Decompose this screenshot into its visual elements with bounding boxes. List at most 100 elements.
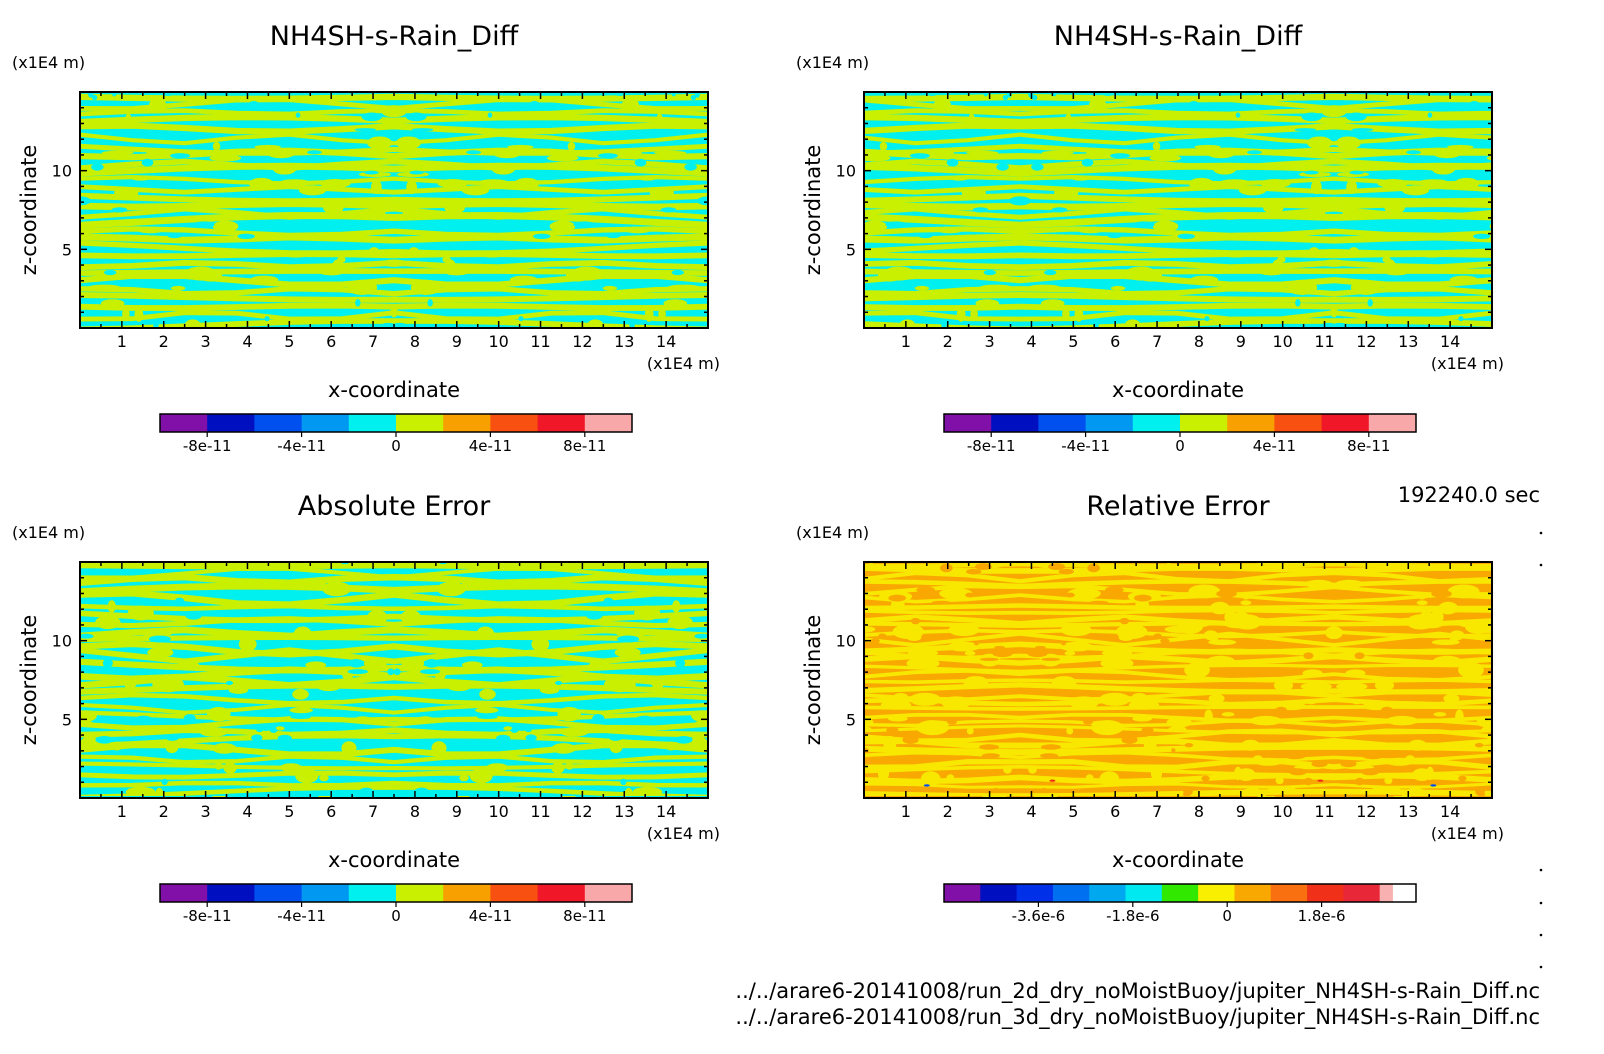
colorbar-swatch: [1198, 884, 1235, 902]
colorbar-swatch: [348, 414, 397, 432]
colorbar-tick-label: 1.8e-6: [1298, 907, 1346, 925]
colorbar-swatch: [443, 414, 491, 432]
x-tick-label: 2: [943, 802, 953, 821]
colorbar-swatch: [490, 884, 539, 902]
colorbar-swatch: [1343, 884, 1381, 902]
x-tick-label: 9: [1236, 332, 1246, 351]
x-tick-label: 11: [1314, 802, 1334, 821]
x-tick-label: 7: [1152, 802, 1162, 821]
field-speck: [1317, 779, 1324, 782]
x-tick-label: 10: [1272, 802, 1292, 821]
x-tick-label: 2: [159, 332, 169, 351]
colorbar-tick-label: 4e-11: [469, 907, 512, 925]
x-axis-label: x-coordinate: [1112, 848, 1244, 872]
x-tick-label: 1: [901, 802, 911, 821]
colorbar-swatch: [1038, 414, 1087, 432]
contour-field: [80, 562, 708, 798]
x-tick-label: 6: [326, 332, 336, 351]
x-unit-label: (x1E4 m): [647, 354, 720, 373]
x-tick-label: 7: [1152, 332, 1162, 351]
colorbar-swatch: [1321, 414, 1370, 432]
colorbar-swatch: [537, 414, 586, 432]
colorbar-swatch: [1379, 884, 1393, 902]
colorbar: -3.6e-6 -1.8e-6 0 1.8e-6: [943, 883, 1417, 925]
x-tick-label: 8: [1194, 802, 1204, 821]
x-tick-label: 3: [985, 332, 995, 351]
x-tick-label: 9: [452, 802, 462, 821]
x-tick-label: 13: [1398, 802, 1418, 821]
y-axis-label: z-coordinate: [17, 615, 41, 746]
y-axis-label: z-coordinate: [17, 145, 41, 276]
colorbar-swatch: [584, 884, 633, 902]
y-unit-label: (x1E4 m): [12, 53, 85, 72]
colorbar-swatch: [348, 884, 397, 902]
contour-field: [80, 92, 708, 328]
x-axis-label: x-coordinate: [328, 848, 460, 872]
colorbar-swatch: [160, 884, 208, 902]
colorbar-swatch: [396, 414, 444, 432]
colorbar-swatch: [1052, 884, 1090, 902]
x-tick-label: 8: [410, 332, 420, 351]
y-axis-label: z-coordinate: [801, 145, 825, 276]
x-tick-label: 9: [1236, 802, 1246, 821]
colorbar-swatch: [1368, 414, 1417, 432]
x-unit-label: (x1E4 m): [647, 824, 720, 843]
x-tick-label: 1: [117, 332, 127, 351]
y-axis-label: z-coordinate: [801, 615, 825, 746]
y-tick-label: 5: [846, 710, 856, 729]
colorbar-tick-label: -8e-11: [967, 437, 1016, 455]
x-tick-label: 6: [1110, 332, 1120, 351]
x-axis-label: x-coordinate: [1112, 378, 1244, 402]
colorbar-swatch: [944, 414, 992, 432]
y-tick-label: 10: [836, 162, 856, 181]
colorbar-swatch: [1125, 884, 1163, 902]
colorbar-tick-label: 0: [391, 907, 401, 925]
field-speck: [923, 784, 930, 787]
x-unit-label: (x1E4 m): [1431, 354, 1504, 373]
y-unit-label: (x1E4 m): [12, 523, 85, 542]
x-tick-label: 3: [201, 802, 211, 821]
colorbar-swatch: [301, 414, 350, 432]
colorbar-swatch: [537, 884, 586, 902]
colorbar-tick-label: -4e-11: [1061, 437, 1110, 455]
colorbar-swatch: [1089, 884, 1127, 902]
x-tick-label: 6: [326, 802, 336, 821]
x-tick-label: 11: [530, 802, 550, 821]
colorbar-swatch: [1180, 414, 1228, 432]
colorbar-swatch: [1085, 414, 1134, 432]
colorbar-swatch: [1270, 884, 1308, 902]
x-axis-label: x-coordinate: [328, 378, 460, 402]
y-tick-label: 5: [62, 240, 72, 259]
x-tick-label: 4: [1026, 332, 1036, 351]
colorbar-tick-label: 0: [391, 437, 401, 455]
x-tick-label: 4: [242, 802, 252, 821]
x-tick-label: 3: [985, 802, 995, 821]
colorbar-tick-label: 8e-11: [563, 907, 606, 925]
x-tick-label: 4: [242, 332, 252, 351]
colorbar-swatch: [301, 884, 350, 902]
field-speck: [1430, 784, 1437, 787]
dot-markers: [1539, 531, 1543, 969]
colorbar-swatch: [207, 414, 255, 432]
colorbar-frame: [943, 883, 1417, 903]
colorbar-swatch: [1274, 414, 1323, 432]
x-tick-label: 5: [1068, 332, 1078, 351]
x-tick-label: 6: [1110, 802, 1120, 821]
x-tick-label: 5: [284, 332, 294, 351]
colorbar-swatch: [944, 884, 981, 902]
y-tick-label: 10: [836, 632, 856, 651]
x-tick-label: 12: [572, 332, 592, 351]
x-tick-label: 12: [1356, 332, 1376, 351]
x-tick-label: 5: [284, 802, 294, 821]
x-tick-label: 10: [1272, 332, 1292, 351]
colorbar-tick-label: -8e-11: [183, 437, 232, 455]
contour-field: [864, 562, 1492, 798]
colorbar-swatch: [396, 884, 444, 902]
x-tick-label: 11: [1314, 332, 1334, 351]
y-unit-label: (x1E4 m): [796, 53, 869, 72]
colorbar-tick-label: 8e-11: [1347, 437, 1390, 455]
panel-top-right: NH4SH-s-Rain_Diff(x1E4 m)(x1E4 m)1 2 3 4 5 6 7…: [796, 21, 1504, 455]
file-path-2: ../../arare6-20141008/run_3d_dry_noMoist…: [735, 1005, 1540, 1030]
colorbar-tick-label: -4e-11: [277, 437, 326, 455]
